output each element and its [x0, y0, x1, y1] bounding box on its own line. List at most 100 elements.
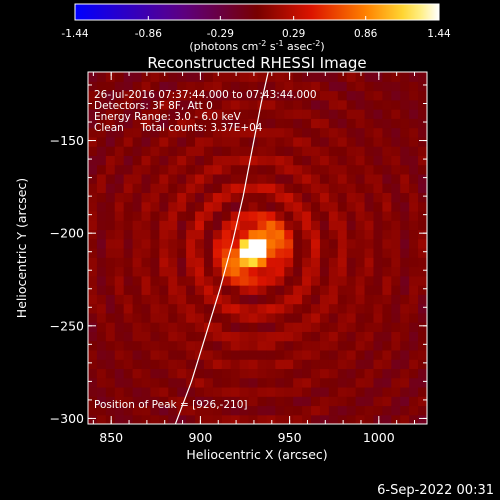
heatmap-cell: [328, 136, 339, 147]
heatmap-cell: [382, 414, 392, 424]
heatmap-cell: [346, 99, 357, 110]
heatmap-cell: [284, 368, 294, 379]
heatmap-cell: [391, 127, 401, 138]
heatmap-cell: [337, 90, 348, 101]
heatmap-cell: [257, 349, 268, 360]
heatmap-cell: [132, 285, 143, 295]
heatmap-cell: [266, 136, 276, 147]
heatmap-cell: [409, 229, 419, 240]
heatmap-cell: [355, 118, 366, 129]
heatmap-cell: [168, 405, 178, 416]
heatmap-cell: [105, 155, 116, 166]
heatmap-cell: [311, 118, 321, 129]
heatmap-cell: [409, 118, 419, 129]
heatmap-cell: [257, 322, 268, 332]
heatmap-cell: [364, 266, 375, 277]
heatmap-cell: [221, 238, 232, 249]
heatmap-cell: [123, 275, 134, 286]
heatmap-cell: [159, 229, 169, 240]
heatmap-cell: [212, 136, 223, 147]
heatmap-cell: [159, 164, 169, 175]
heatmap-cell: [257, 238, 268, 249]
x-tick-label: 850: [99, 430, 123, 445]
heatmap-cell: [275, 322, 285, 332]
heatmap-cell: [221, 164, 232, 175]
heatmap-cell: [391, 136, 401, 147]
heatmap-cell: [257, 386, 268, 397]
heatmap-cell: [400, 127, 410, 138]
heatmap-cell: [275, 386, 285, 397]
heatmap-cell: [364, 294, 375, 305]
heatmap-cell: [248, 99, 259, 110]
heatmap-cell: [275, 109, 285, 119]
heatmap-cell: [319, 238, 330, 249]
heatmap-cell: [248, 164, 259, 175]
heatmap-cell: [114, 294, 125, 305]
heatmap-cell: [212, 127, 223, 138]
info-line-counts: Clean Total counts: 3.37E+04: [94, 122, 263, 134]
heatmap-cell: [195, 368, 205, 379]
heatmap-cell: [150, 192, 160, 203]
heatmap-cell: [355, 359, 366, 370]
heatmap-cell: [373, 359, 383, 370]
heatmap-cell: [257, 303, 268, 314]
heatmap-cell: [159, 99, 169, 110]
heatmap-cell: [212, 210, 223, 221]
heatmap-cell: [418, 201, 427, 212]
heatmap-cell: [266, 238, 276, 249]
heatmap-cell: [293, 220, 303, 231]
heatmap-cell: [212, 405, 223, 416]
heatmap-cell: [114, 359, 125, 370]
heatmap-cell: [311, 266, 321, 277]
heatmap-cell: [177, 331, 187, 342]
heatmap-cell: [319, 173, 330, 184]
heatmap-cell: [230, 146, 241, 156]
heatmap-cell: [346, 275, 357, 286]
heatmap-cell: [105, 72, 116, 82]
heatmap-cell: [159, 127, 169, 138]
heatmap-cell: [275, 72, 285, 82]
heatmap-cell: [382, 266, 392, 277]
heatmap-cell: [364, 303, 375, 314]
heatmap-cell: [168, 331, 178, 342]
heatmap-cell: [150, 359, 160, 370]
heatmap-cell: [311, 229, 321, 240]
heatmap-cell: [257, 294, 268, 305]
heatmap-cell: [96, 312, 107, 323]
heatmap-cell: [418, 99, 427, 110]
heatmap-cell: [123, 173, 134, 184]
heatmap-cell: [186, 257, 196, 268]
heatmap-cell: [186, 210, 196, 221]
heatmap-cell: [373, 81, 383, 92]
heatmap-cell: [123, 183, 134, 194]
heatmap-cell: [150, 266, 160, 277]
heatmap-cell: [409, 146, 419, 156]
heatmap-cell: [141, 331, 152, 342]
heatmap-cell: [150, 201, 160, 212]
heatmap-cell: [177, 257, 187, 268]
heatmap-cell: [284, 322, 294, 332]
heatmap-cell: [212, 220, 223, 231]
heatmap-cell: [96, 414, 107, 424]
heatmap-cell: [409, 248, 419, 258]
heatmap-cell: [123, 72, 134, 82]
heatmap-cell: [132, 349, 143, 360]
heatmap-cell: [88, 396, 98, 407]
heatmap-cell: [266, 146, 276, 156]
heatmap-cell: [132, 322, 143, 332]
heatmap-cell: [257, 173, 268, 184]
heatmap-cell: [168, 173, 178, 184]
heatmap-cell: [373, 386, 383, 397]
heatmap-cell: [141, 312, 152, 323]
heatmap-cell: [400, 238, 410, 249]
heatmap-cell: [221, 192, 232, 203]
heatmap-cell: [96, 331, 107, 342]
heatmap-cell: [221, 368, 232, 379]
heatmap-cell: [141, 294, 152, 305]
heatmap-cell: [159, 405, 169, 416]
heatmap-cell: [150, 386, 160, 397]
heatmap-cell: [150, 414, 160, 424]
heatmap-cell: [132, 303, 143, 314]
heatmap-cell: [266, 257, 276, 268]
heatmap-cell: [212, 377, 223, 388]
